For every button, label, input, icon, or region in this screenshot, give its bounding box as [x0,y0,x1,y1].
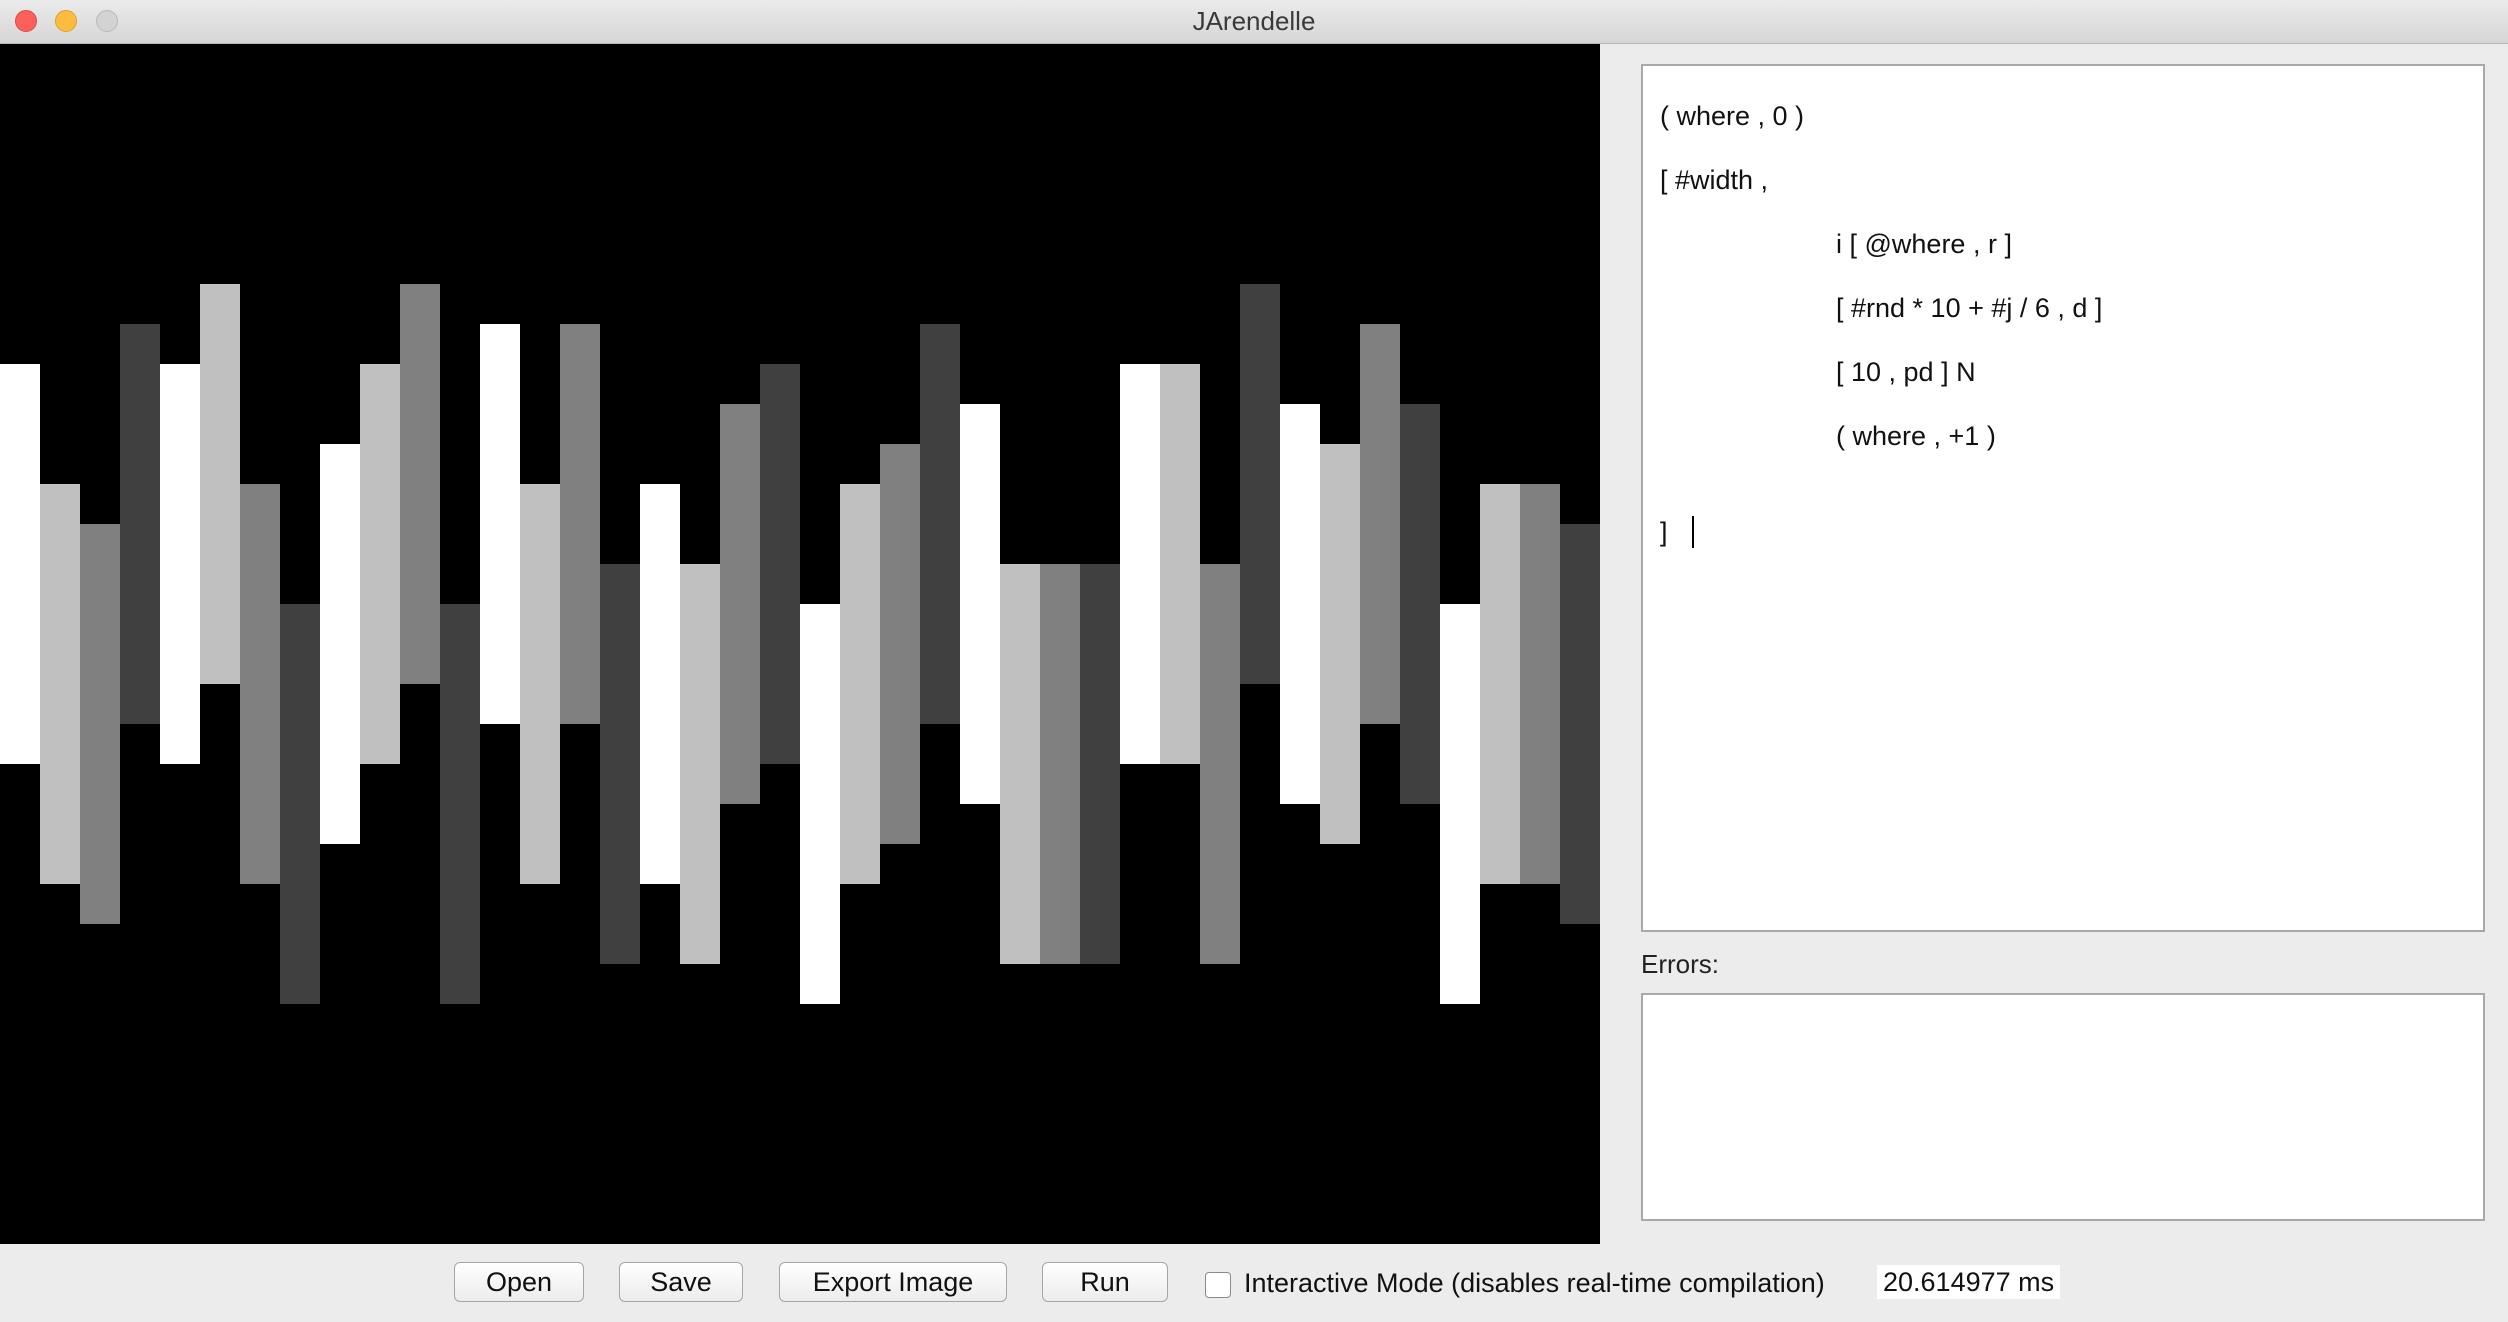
output-bar-22 [840,484,880,884]
code-line-4: [ #rnd * 10 + #j / 6 , d ] [1836,293,2103,323]
output-bar-35 [1360,324,1400,724]
output-bar-9 [320,444,360,844]
errors-output[interactable] [1641,993,2485,1221]
output-bar-25 [960,404,1000,804]
output-bar-32 [1240,284,1280,684]
output-bar-4 [120,324,160,724]
output-bar-24 [920,324,960,724]
output-bar-27 [1040,564,1080,964]
code-editor[interactable] [1641,64,2485,932]
output-bar-36 [1400,404,1440,804]
output-bar-1 [0,364,40,764]
output-bar-15 [560,324,600,724]
close-window-button[interactable] [15,10,37,32]
title-bar: JArendelle [0,0,2508,44]
output-bar-5 [160,364,200,764]
output-bar-31 [1200,564,1240,964]
text-caret [1692,516,1694,548]
output-bar-40 [1560,524,1600,924]
output-bar-38 [1480,484,1520,884]
interactive-mode-label[interactable]: Interactive Mode (disables real-time com… [1244,1268,1825,1298]
run-button[interactable]: Run [1042,1262,1168,1302]
output-bar-19 [720,404,760,804]
export-image-button[interactable]: Export Image [779,1262,1007,1302]
code-line-5: [ 10 , pd ] N [1836,357,1976,387]
output-bar-8 [280,604,320,1004]
code-line-3: i [ @where , r ] [1836,229,2012,259]
output-bar-28 [1080,564,1120,964]
code-line-7: ] [1660,517,1668,547]
open-button[interactable]: Open [454,1262,584,1302]
output-canvas[interactable] [0,44,1600,1244]
output-bar-21 [800,604,840,1004]
output-bar-2 [40,484,80,884]
window-title: JArendelle [1192,6,1316,36]
zoom-window-button[interactable] [96,10,118,32]
compile-time-readout: 20.614977 ms [1877,1265,2061,1299]
output-bar-13 [480,324,520,724]
interactive-mode-checkbox[interactable] [1205,1272,1231,1298]
save-button[interactable]: Save [619,1262,743,1302]
output-bar-18 [680,564,720,964]
code-line-2: [ #width , [1660,165,1769,195]
output-bar-16 [600,564,640,964]
output-bar-10 [360,364,400,764]
output-bar-33 [1280,404,1320,804]
output-bar-3 [80,524,120,924]
output-bar-7 [240,484,280,884]
output-bar-14 [520,484,560,884]
output-bar-23 [880,444,920,844]
code-line-1: ( where , 0 ) [1660,101,1805,131]
output-bar-20 [760,364,800,764]
output-bar-26 [1000,564,1040,964]
output-bar-37 [1440,604,1480,1004]
output-bar-11 [400,284,440,684]
code-line-6: ( where , +1 ) [1836,421,1996,451]
output-bar-34 [1320,444,1360,844]
output-bar-17 [640,484,680,884]
errors-label: Errors: [1641,949,1719,979]
output-bar-6 [200,284,240,684]
output-bar-29 [1120,364,1160,764]
output-bar-39 [1520,484,1560,884]
minimize-window-button[interactable] [55,10,77,32]
output-bar-30 [1160,364,1200,764]
output-bar-12 [440,604,480,1004]
